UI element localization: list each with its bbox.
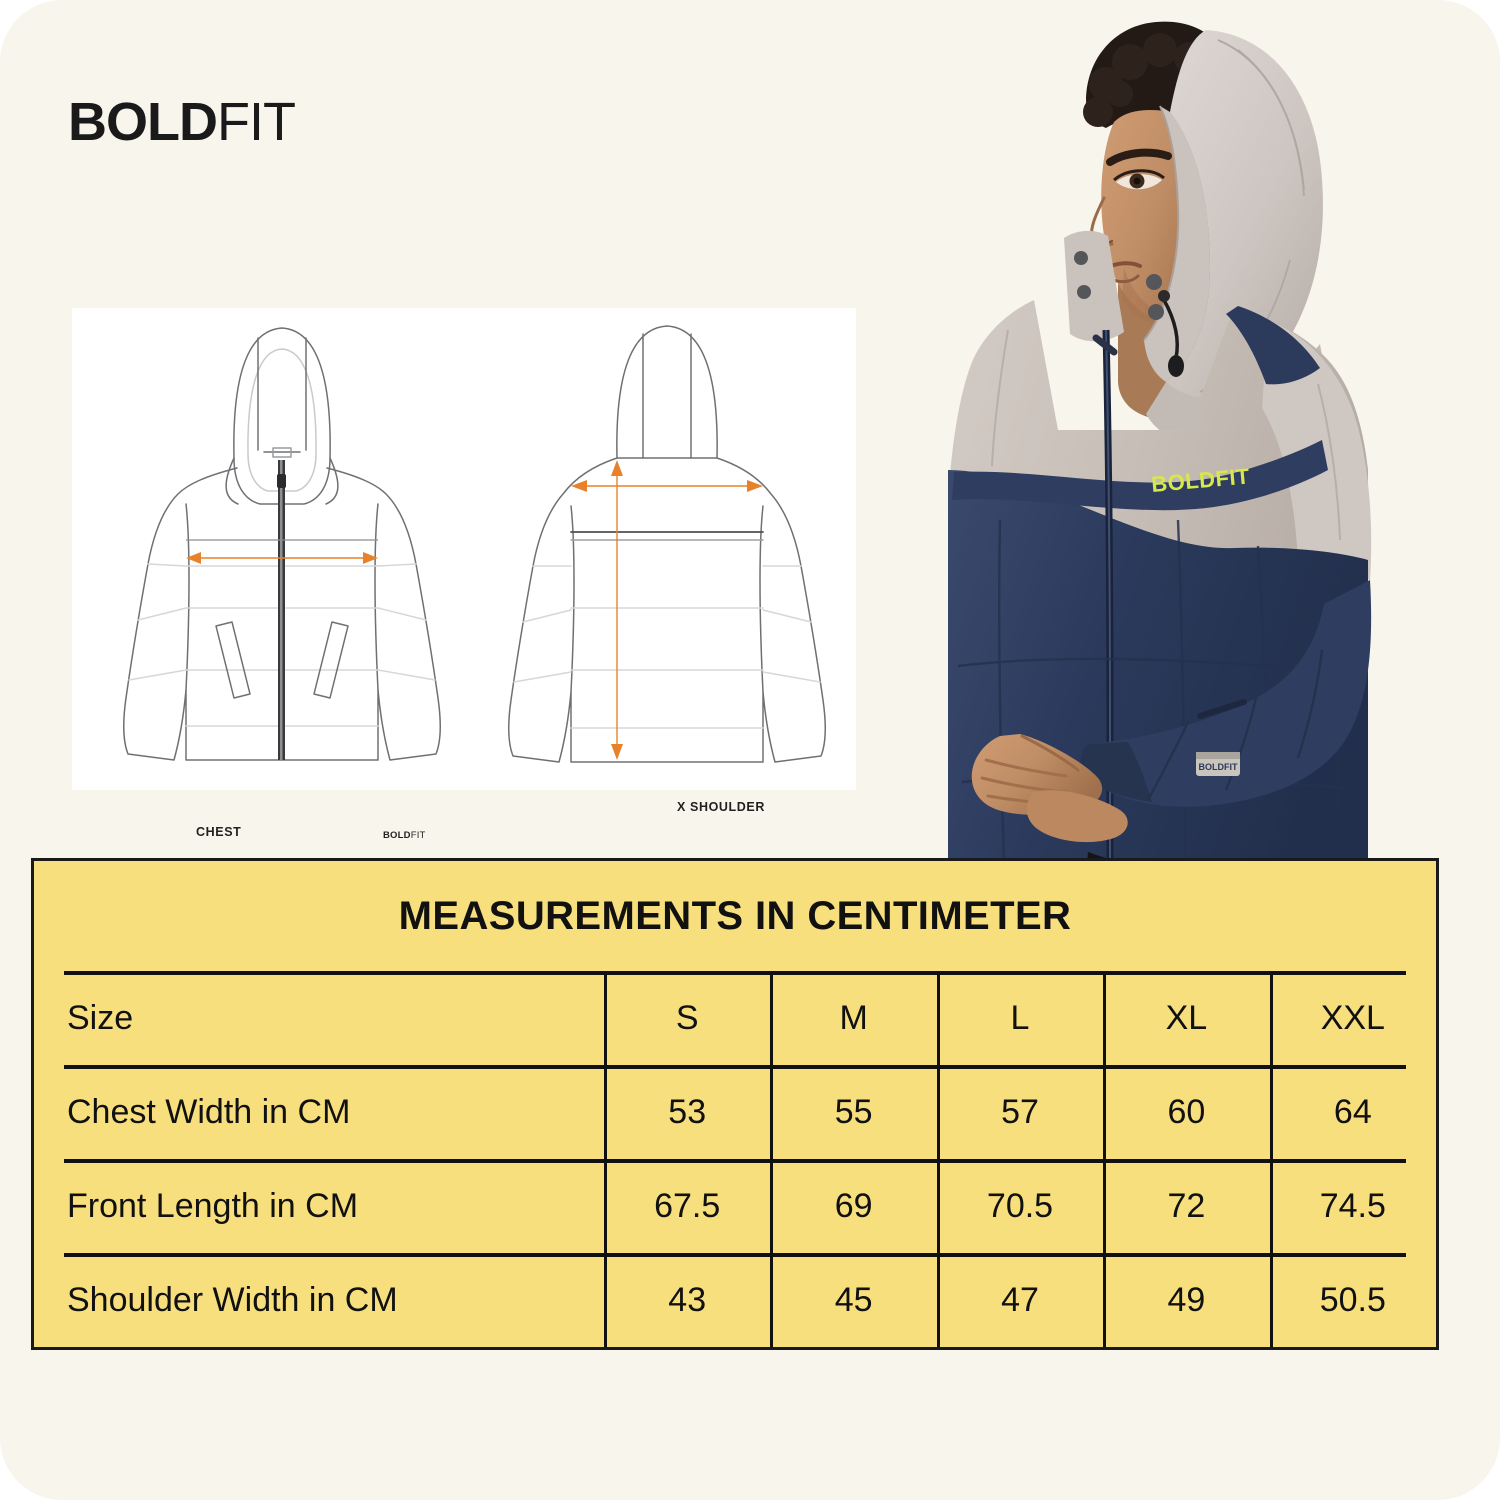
jacket-back-illustration [508, 325, 826, 763]
drawing-brand-bold: BOLD [383, 830, 411, 841]
table-row-label: Front Length in CM [67, 1186, 359, 1225]
hem-label-text: BOLDFIT [1199, 762, 1238, 772]
table-cell: 67.5 [604, 1159, 770, 1253]
chest-measure-label: CHEST [196, 825, 242, 839]
brand-logo: BOLDFIT [68, 92, 296, 152]
table-row: Size S M L XL XXL [34, 971, 1436, 1065]
table-cell: 64 [1269, 1065, 1436, 1159]
table-cell: XXL [1269, 971, 1436, 1065]
table-cell: 70.5 [936, 1159, 1103, 1253]
brand-logo-bold: BOLD [68, 92, 218, 152]
table-cell: XL [1103, 971, 1269, 1065]
measurements-table: MEASUREMENTS IN CENTIMETER Size S M L XL… [31, 858, 1439, 1350]
table-row: Front Length in CM 67.5 69 70.5 72 74.5 [34, 1159, 1436, 1253]
table-row-label: Chest Width in CM [67, 1092, 351, 1131]
table-cell: 72 [1103, 1159, 1269, 1253]
jacket-front-illustration [123, 327, 441, 761]
table-cell: M [770, 971, 936, 1065]
table-title: MEASUREMENTS IN CENTIMETER [398, 893, 1072, 938]
table-cell: 47 [936, 1253, 1103, 1347]
product-photo: BOLDFIT BO [938, 0, 1500, 900]
cross-shoulder-measure-label: X SHOULDER [677, 800, 765, 814]
table-row: Chest Width in CM 53 55 57 60 64 [34, 1065, 1436, 1159]
table-cell: 50.5 [1269, 1253, 1436, 1347]
table-cell: 74.5 [1269, 1159, 1436, 1253]
table-cell: 49 [1103, 1253, 1269, 1347]
table-cell: 53 [604, 1065, 770, 1159]
drawing-brand-mark: BOLDFIT [383, 830, 426, 841]
jacket-front-view: CHEST [82, 308, 482, 839]
model-wearing-jacket-image: BOLDFIT BO [938, 0, 1500, 900]
technical-drawing-panel: CHEST [72, 308, 856, 1082]
table-row-label: Size [67, 998, 134, 1037]
table-body: Size S M L XL XXL Chest Width in CM 53 5… [34, 971, 1436, 1347]
table-cell: 43 [604, 1253, 770, 1347]
table-cell: 57 [936, 1065, 1103, 1159]
table-cell: S [604, 971, 770, 1065]
table-row: Shoulder Width in CM 43 45 47 49 50.5 [34, 1253, 1436, 1347]
table-cell: 45 [770, 1253, 936, 1347]
brand-logo-light: FIT [216, 92, 296, 152]
table-cell: 55 [770, 1065, 936, 1159]
drawing-brand-light: FIT [410, 830, 426, 841]
table-cell: 60 [1103, 1065, 1269, 1159]
jacket-back-view [467, 308, 867, 790]
table-cell: L [936, 971, 1103, 1065]
table-cell: 69 [770, 1159, 936, 1253]
table-row-label: Shoulder Width in CM [67, 1280, 398, 1319]
